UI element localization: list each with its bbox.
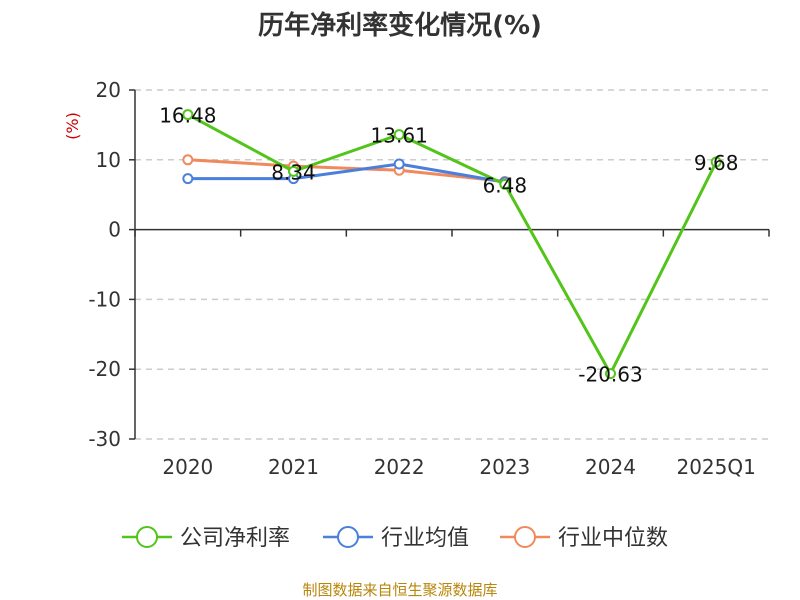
y-tick-label: -10 — [88, 287, 121, 311]
x-tick-label: 2020 — [162, 455, 213, 479]
series-point — [393, 129, 405, 141]
legend-item: 行业均值 — [323, 526, 469, 551]
legend-label: 行业均值 — [381, 526, 469, 551]
axis-layer: 20 10 0 -10 -20 -30 2020 2021 2022 2023 2024 2025Q1 — [88, 78, 770, 479]
series-point — [182, 173, 194, 185]
data-label: 16.48 — [159, 104, 216, 128]
series-point — [710, 156, 722, 168]
x-tick-label: 2024 — [585, 455, 636, 479]
series-point — [393, 158, 405, 170]
series-point — [605, 368, 616, 380]
y-tick-label: 0 — [108, 218, 121, 242]
legend-label: 行业中位数 — [558, 526, 668, 551]
x-tick-label: 2021 — [268, 455, 319, 479]
legend-item: 行业中位数 — [500, 526, 668, 551]
series-line — [187, 162, 506, 184]
y-tick-label: -20 — [88, 357, 121, 381]
chart-title: 历年净利率变化情况(%) — [258, 10, 542, 41]
legend-label: 公司净利率 — [180, 526, 290, 551]
x-tick-label: 2025Q1 — [676, 455, 755, 479]
legend-marker — [337, 526, 359, 548]
x-tick-label: 2022 — [374, 455, 425, 479]
series-line — [187, 113, 718, 376]
legend-marker — [136, 526, 158, 548]
y-tick-label: -30 — [88, 427, 121, 451]
series-point — [288, 165, 299, 177]
source-text: 制图数据来自恒生聚源数据库 — [302, 581, 497, 599]
data-label: 13.61 — [371, 124, 428, 148]
legend: 公司净利率 行业均值 行业中位数 — [122, 526, 668, 551]
data-label: 6.48 — [483, 173, 528, 197]
series-layer — [182, 109, 722, 380]
legend-item: 公司净利率 — [122, 526, 290, 551]
y-tick-label: 10 — [96, 148, 121, 172]
series-point — [499, 178, 511, 190]
series-point — [182, 154, 194, 166]
data-label: 8.34 — [271, 160, 316, 184]
legend-marker — [514, 526, 536, 548]
y-axis-unit-label: (%) — [63, 112, 82, 140]
data-label: -20.63 — [578, 363, 642, 387]
grid-layer — [135, 89, 769, 440]
series-line — [187, 158, 505, 183]
x-tick-label: 2023 — [479, 455, 530, 479]
data-label-layer: 16.48 8.34 13.61 6.48 -20.63 9.68 — [159, 104, 738, 387]
series-point — [182, 109, 194, 121]
data-label: 9.68 — [694, 151, 739, 175]
y-tick-label: 20 — [96, 78, 121, 102]
